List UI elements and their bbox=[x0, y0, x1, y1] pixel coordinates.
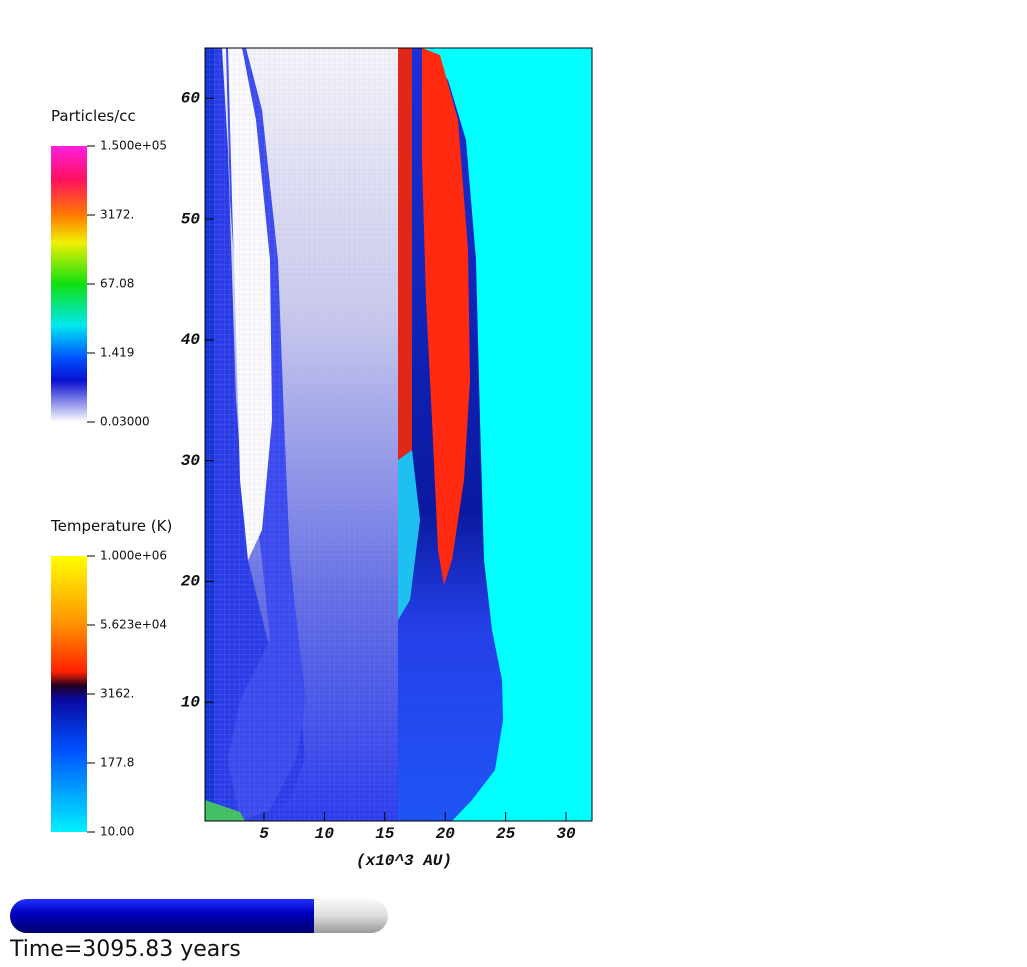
colorbar-label: 0.03000 bbox=[100, 415, 150, 429]
colorbar-label: 5.623e+04 bbox=[100, 618, 167, 632]
x-tick-label: 30 bbox=[556, 825, 576, 843]
x-tick-label: 25 bbox=[496, 825, 516, 843]
y-tick-label: 30 bbox=[181, 452, 201, 470]
x-tick-label: 20 bbox=[436, 825, 456, 843]
x-axis-label: (x10^3 AU) bbox=[356, 852, 452, 870]
y-tick-label: 20 bbox=[181, 573, 201, 591]
colorbar-title: Particles/cc bbox=[51, 107, 136, 125]
colorbar bbox=[51, 146, 87, 422]
plot-frame bbox=[204, 47, 593, 822]
field-image bbox=[205, 48, 592, 821]
colorbar-label: 10.00 bbox=[100, 825, 134, 839]
colorbar-label: 3172. bbox=[100, 208, 134, 222]
time-label: Time=3095.83 years bbox=[9, 937, 241, 962]
colorbar-label: 67.08 bbox=[100, 277, 134, 291]
y-tick-label: 10 bbox=[181, 693, 201, 711]
colorbar-label: 177.8 bbox=[100, 756, 134, 770]
progress-fill bbox=[10, 899, 314, 933]
colorbar-label: 1.500e+05 bbox=[100, 139, 167, 153]
colorbar-label: 3162. bbox=[100, 687, 134, 701]
x-tick-label: 15 bbox=[375, 825, 395, 843]
x-tick-label: 5 bbox=[259, 825, 269, 843]
y-tick-label: 60 bbox=[181, 90, 201, 108]
colorbar-label: 1.419 bbox=[100, 346, 134, 360]
y-tick-label: 50 bbox=[181, 210, 201, 228]
x-tick-label: 10 bbox=[315, 825, 335, 843]
y-tick-label: 40 bbox=[181, 331, 201, 349]
colorbar-title: Temperature (K) bbox=[50, 517, 172, 535]
colorbar bbox=[51, 556, 87, 832]
colorbar-label: 1.000e+06 bbox=[100, 549, 167, 563]
